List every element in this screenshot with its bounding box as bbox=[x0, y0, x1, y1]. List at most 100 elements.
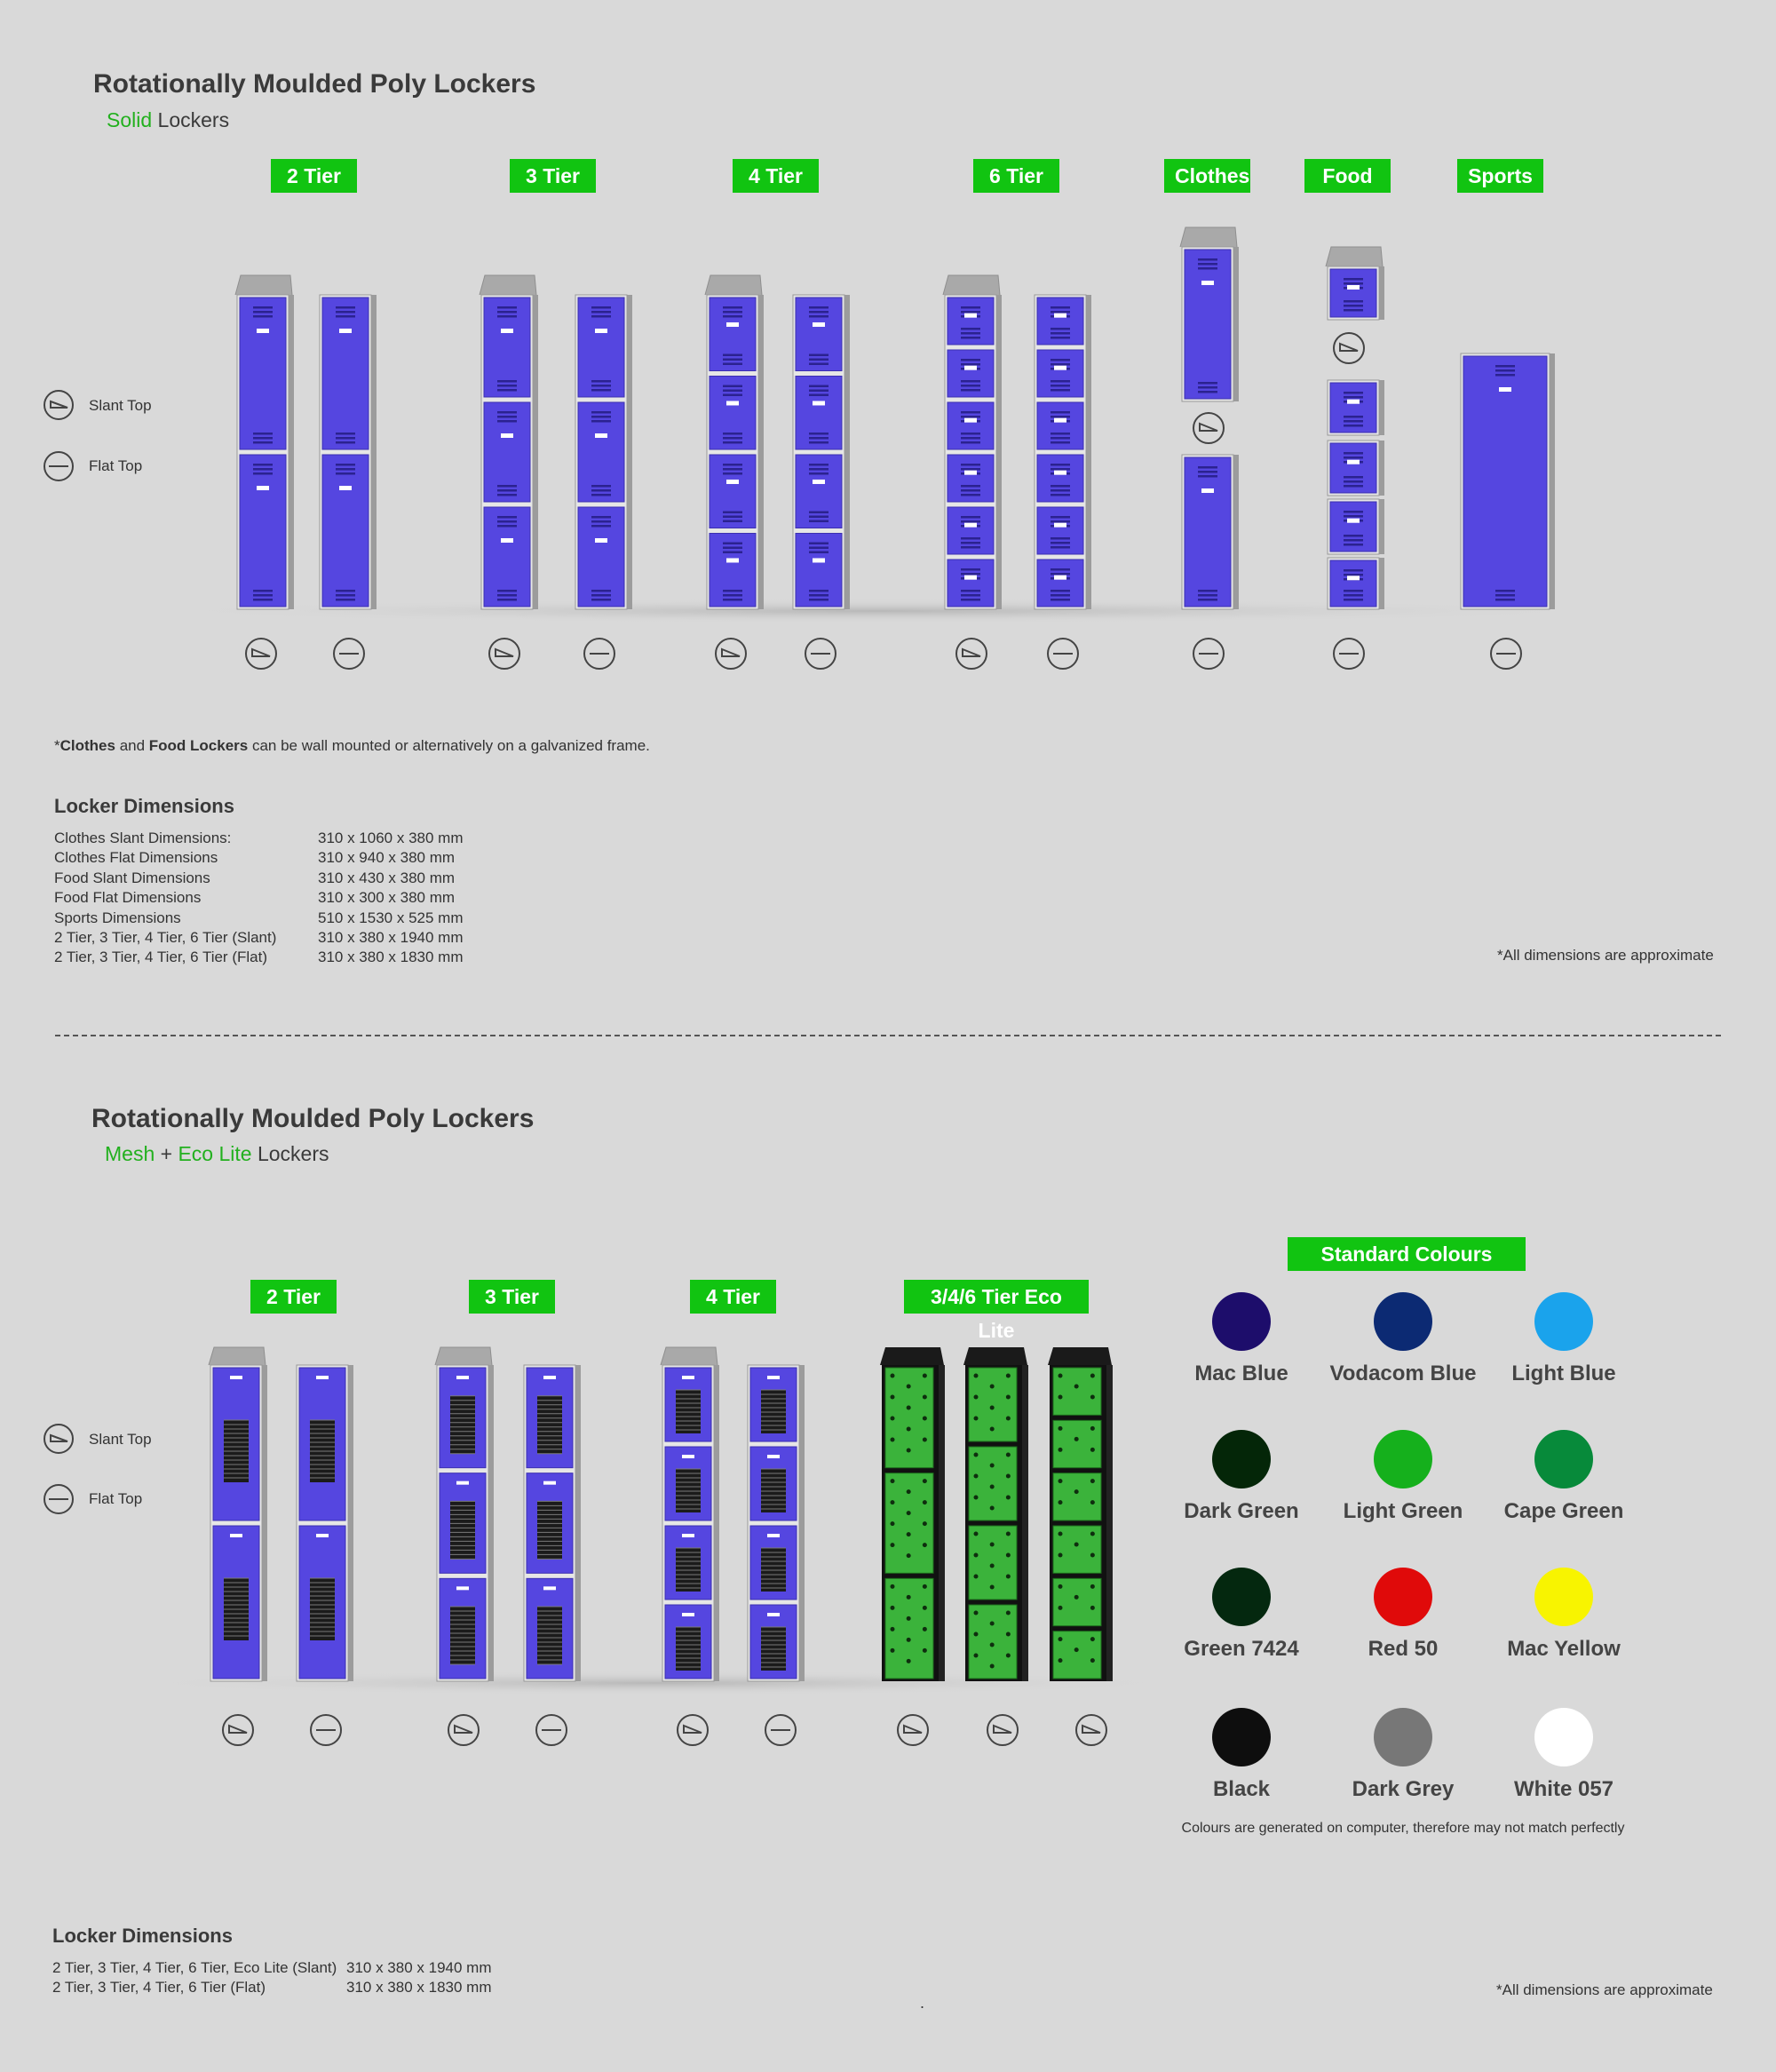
page-dot: . bbox=[920, 1994, 925, 2012]
colour-name: Light Blue bbox=[1511, 1361, 1616, 1385]
slant-top-icon bbox=[1193, 412, 1225, 444]
colour-name: Dark Green bbox=[1184, 1499, 1299, 1523]
mesh-dimensions-title: Locker Dimensions bbox=[52, 1925, 233, 1947]
eco-lite-locker bbox=[880, 1347, 945, 1681]
slant-top-icon bbox=[222, 1714, 254, 1746]
colour-name: Black bbox=[1212, 1777, 1271, 1801]
colour-name: Dark Grey bbox=[1352, 1777, 1455, 1801]
solid-lockers-illustration bbox=[142, 226, 1616, 670]
dimension-row: 2 Tier, 3 Tier, 4 Tier, 6 Tier (Slant) 31… bbox=[54, 928, 587, 948]
mesh-dimensions-list: 2 Tier, 3 Tier, 4 Tier, 6 Tier, Eco Lite… bbox=[52, 1958, 585, 2003]
dimension-label: 2 Tier, 3 Tier, 4 Tier, 6 Tier (Flat) bbox=[54, 949, 267, 966]
colour-name: Red 50 bbox=[1368, 1637, 1439, 1661]
solid-locker bbox=[792, 294, 850, 610]
mesh-tag-4-tier: 4 Tier bbox=[690, 1280, 776, 1314]
colour-swatch bbox=[1374, 1292, 1432, 1351]
dimension-value: 310 x 430 x 380 mm bbox=[318, 869, 456, 886]
dimension-row: 2 Tier, 3 Tier, 4 Tier, 6 Tier, Eco Lite… bbox=[52, 1958, 585, 1978]
flat-top-icon bbox=[1333, 638, 1365, 670]
dimension-row: Sports Dimensions 510 x 1530 x 525 mm bbox=[54, 909, 587, 928]
mesh-locker bbox=[523, 1364, 581, 1682]
slant-top-icon bbox=[677, 1714, 709, 1746]
solid-locker bbox=[1034, 294, 1091, 610]
colour-swatch-grid: Mac Blue Vodacom Blue Light Blue Dark Green… bbox=[1162, 1292, 1694, 1807]
dimension-value: 310 x 940 x 380 mm bbox=[318, 849, 456, 867]
slant-top-icon bbox=[245, 638, 277, 670]
slant-top-icon bbox=[897, 1714, 929, 1746]
mesh-subtitle: Mesh + Eco Lite Lockers bbox=[105, 1142, 329, 1165]
mesh-flat-top-label: Flat Top bbox=[89, 1490, 143, 1507]
dimension-row: Clothes Slant Dimensions: 310 x 1060 x 38… bbox=[54, 829, 587, 848]
eco-lite-locker bbox=[963, 1347, 1028, 1681]
solid-locker bbox=[942, 274, 1002, 610]
mesh-locker bbox=[660, 1346, 719, 1682]
solid-locker bbox=[1181, 454, 1239, 610]
dimension-label: Clothes Flat Dimensions bbox=[54, 849, 218, 867]
flat-top-icon bbox=[333, 638, 365, 670]
slant-top-label: Slant Top bbox=[89, 397, 152, 414]
dimension-label: Food Flat Dimensions bbox=[54, 889, 202, 907]
mesh-tag-2-tier: 2 Tier bbox=[250, 1280, 337, 1314]
colours-disclaimer: Colours are generated on computer, there… bbox=[1181, 1821, 1625, 1836]
solid-locker bbox=[1327, 498, 1384, 555]
dimension-value: 510 x 1530 x 525 mm bbox=[318, 909, 464, 926]
tag-sports: Sports bbox=[1457, 159, 1543, 193]
solid-locker bbox=[1460, 353, 1555, 610]
solid-locker bbox=[479, 274, 538, 610]
dimension-value: 310 x 380 x 1940 mm bbox=[318, 929, 464, 946]
solid-approx-note: *All dimensions are approximate bbox=[1497, 947, 1714, 964]
solid-locker bbox=[575, 294, 632, 610]
dimension-label: 2 Tier, 3 Tier, 4 Tier, 6 Tier (Flat) bbox=[52, 1979, 266, 1997]
mesh-slant-top-label: Slant Top bbox=[89, 1431, 152, 1448]
tag-3-tier: 3 Tier bbox=[510, 159, 596, 193]
solid-locker bbox=[704, 274, 764, 610]
flat-top-legend bbox=[43, 450, 75, 487]
colour-name: Vodacom Blue bbox=[1329, 1361, 1477, 1385]
dimension-value: 310 x 1060 x 380 mm bbox=[318, 830, 464, 846]
dimension-label: Food Slant Dimensions bbox=[54, 869, 210, 886]
colour-swatch bbox=[1534, 1430, 1593, 1489]
colour-name: White 057 bbox=[1513, 1777, 1614, 1801]
dimension-value: 310 x 300 x 380 mm bbox=[318, 889, 456, 907]
solid-dimensions-list: Clothes Slant Dimensions: 310 x 1060 x 38… bbox=[54, 829, 587, 971]
slant-top-icon bbox=[448, 1714, 480, 1746]
mesh-locker bbox=[747, 1364, 805, 1682]
mesh-slant-top-legend bbox=[43, 1423, 75, 1459]
tag-clothes: Clothes bbox=[1164, 159, 1250, 193]
slant-top-legend bbox=[43, 389, 75, 425]
mesh-title: Rotationally Moulded Poly Lockers bbox=[91, 1104, 535, 1133]
colour-swatch bbox=[1534, 1292, 1593, 1351]
colour-swatch bbox=[1212, 1292, 1271, 1351]
solid-subtitle-rest: Lockers bbox=[152, 108, 230, 131]
colour-name: Light Green bbox=[1343, 1499, 1463, 1523]
tag-6-tier: 6 Tier bbox=[973, 159, 1059, 193]
solid-subtitle-highlight: Solid bbox=[107, 108, 153, 131]
section-divider bbox=[55, 1035, 1721, 1036]
solid-locker bbox=[1325, 246, 1384, 321]
dimension-row: Food Slant Dimensions 310 x 430 x 380 mm bbox=[54, 869, 587, 888]
tag-food: Food bbox=[1304, 159, 1391, 193]
solid-dimensions-title: Locker Dimensions bbox=[54, 795, 234, 817]
flat-top-icon bbox=[44, 1484, 74, 1514]
dimension-value: 310 x 380 x 1830 mm bbox=[318, 949, 464, 966]
dimension-label: Sports Dimensions bbox=[54, 909, 181, 926]
solid-locker bbox=[1327, 440, 1384, 496]
flat-top-icon bbox=[1193, 638, 1225, 670]
standard-colours-title: Standard Colours bbox=[1288, 1237, 1526, 1271]
slant-top-icon bbox=[44, 390, 74, 420]
flat-top-icon bbox=[310, 1714, 342, 1746]
solid-locker bbox=[1327, 557, 1384, 610]
flat-top-icon bbox=[535, 1714, 567, 1746]
tag-4-tier: 4 Tier bbox=[733, 159, 819, 193]
flat-top-icon bbox=[583, 638, 615, 670]
flat-top-icon bbox=[805, 638, 836, 670]
mesh-flat-top-legend bbox=[43, 1483, 75, 1520]
slant-top-icon bbox=[488, 638, 520, 670]
slant-top-icon bbox=[44, 1424, 74, 1454]
flat-top-icon bbox=[765, 1714, 797, 1746]
solid-locker bbox=[234, 274, 294, 610]
mesh-locker bbox=[434, 1346, 494, 1682]
dimension-label: Clothes Slant Dimensions: bbox=[54, 830, 232, 846]
dimension-label: 2 Tier, 3 Tier, 4 Tier, 6 Tier, Eco Lite… bbox=[52, 1959, 337, 1976]
colour-swatch bbox=[1374, 1568, 1432, 1626]
